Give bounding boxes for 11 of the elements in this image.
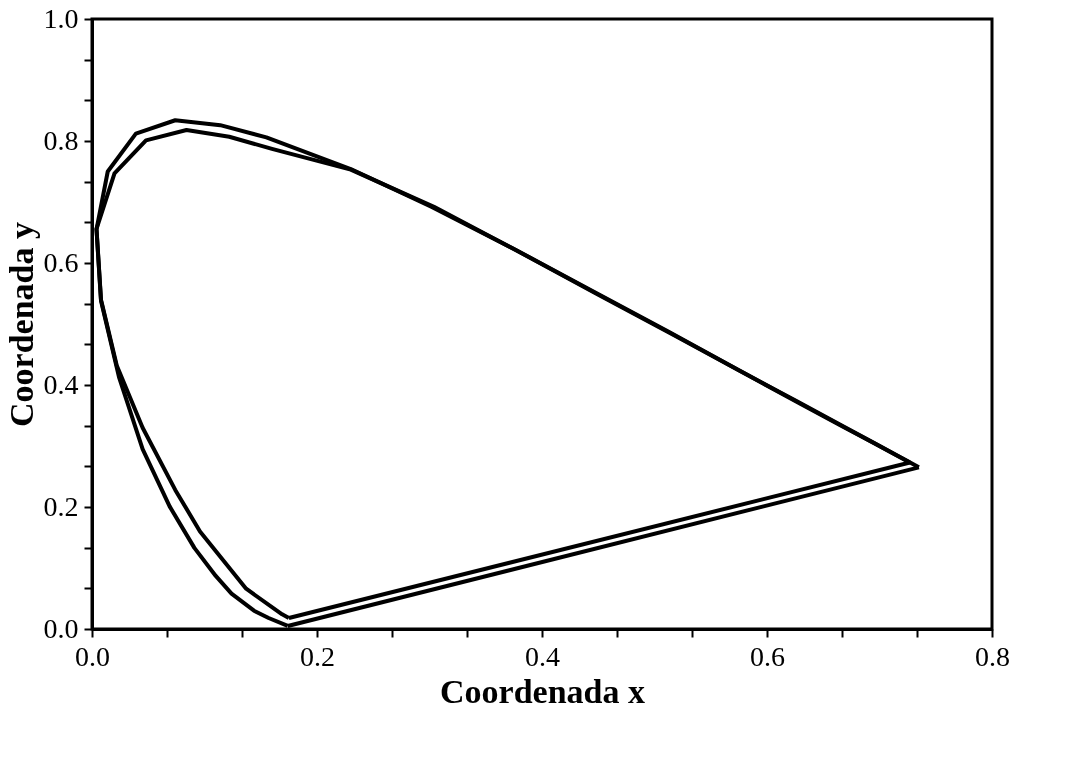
- x-axis-title: Coordenada x: [440, 672, 645, 710]
- x-tick-label: 0.8: [975, 640, 1010, 672]
- x-tick-label: 0.6: [750, 640, 785, 672]
- y-tick-label: 0.4: [43, 368, 79, 400]
- y-tick-label: 1.0: [43, 2, 79, 34]
- y-tick-label: 0.6: [43, 246, 79, 278]
- y-axis-title: Coordenada y: [2, 222, 40, 427]
- x-tick-label: 0.2: [300, 640, 335, 672]
- y-tick-label: 0.8: [43, 124, 79, 156]
- y-tick-label: 0.2: [43, 490, 79, 522]
- x-tick-label: 0.4: [525, 640, 560, 672]
